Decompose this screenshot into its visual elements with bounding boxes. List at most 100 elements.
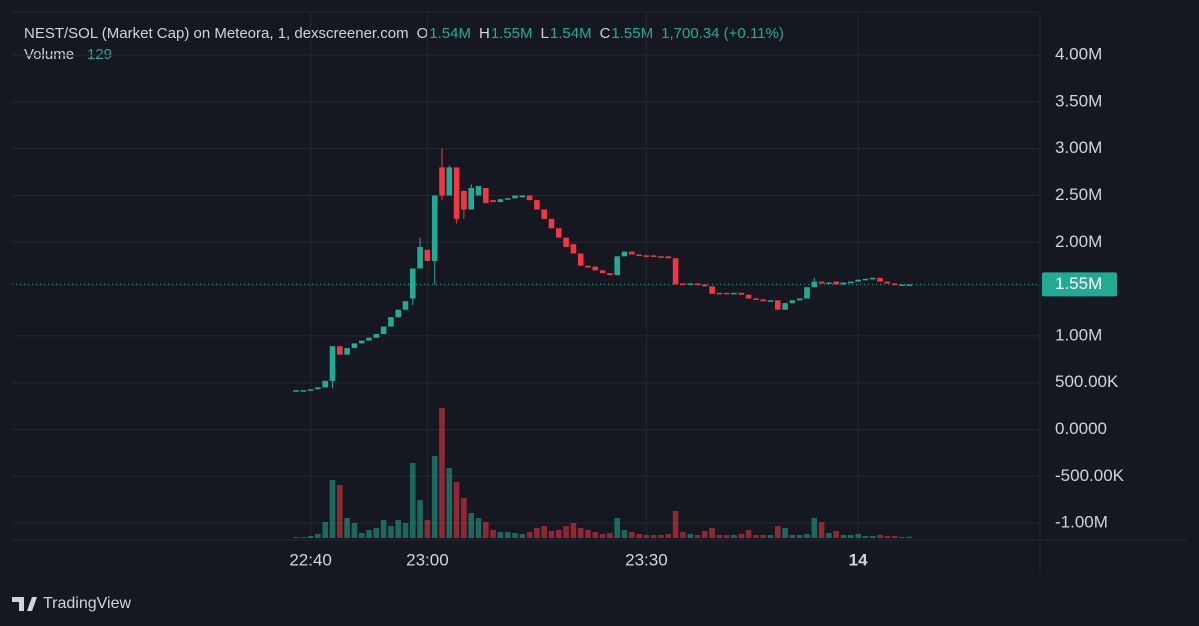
candle-body [877, 277, 883, 282]
candle-body [891, 283, 898, 285]
volume-bar [388, 526, 394, 538]
volume-bar [424, 520, 431, 538]
volume-bar [709, 528, 715, 538]
volume-bar [833, 531, 839, 538]
candle-body [431, 195, 438, 262]
volume-bar [439, 408, 445, 538]
candle-body [760, 299, 766, 302]
candle-body [483, 188, 489, 203]
volume-bar [694, 535, 701, 538]
y-tick-label: 2.50M [1055, 185, 1102, 204]
volume-bar [380, 520, 387, 538]
candle-body [592, 266, 599, 271]
candle-body [373, 334, 380, 338]
volume-bar [461, 498, 467, 538]
candle-body [811, 281, 818, 288]
volume-bar [519, 534, 526, 538]
volume-bar [431, 456, 438, 538]
volume-bar [300, 537, 307, 538]
volume-bar [607, 533, 613, 538]
volume-bar [775, 526, 781, 538]
candle-body [548, 218, 555, 229]
candle-body [753, 298, 759, 300]
candle-body [716, 292, 723, 295]
candle-body [534, 200, 540, 210]
candle-body [848, 281, 854, 284]
candle-body [388, 317, 394, 327]
candle-body [446, 167, 453, 196]
candle-body [658, 256, 664, 258]
candle-body [439, 167, 445, 196]
branding: TradingView [12, 595, 131, 612]
volume-bar [468, 513, 474, 538]
volume-bar [563, 526, 569, 538]
y-tick-label: 3.50M [1055, 91, 1102, 110]
volume-bar [665, 534, 672, 538]
last-price-label: 1.55M [1055, 274, 1102, 293]
candle-body [358, 340, 365, 344]
x-tick-label: 22:40 [289, 550, 332, 569]
branding-text: TradingView [43, 595, 131, 612]
candle-body [869, 277, 876, 280]
candle-body [607, 273, 613, 276]
ohlc-label: H [479, 25, 490, 42]
volume-bar [570, 523, 577, 538]
candle-body [395, 309, 401, 318]
volume-bar [446, 468, 453, 538]
volume-bar [344, 518, 350, 538]
volume-bar [453, 482, 460, 538]
ohlc-value: 1.54M [429, 25, 471, 42]
candle-body [417, 246, 423, 269]
candle-body [818, 281, 825, 284]
volume-bar [687, 534, 693, 538]
volume-bar [504, 532, 511, 538]
volume-bar [315, 534, 321, 538]
volume-bar [906, 536, 912, 538]
candle-body [490, 200, 496, 203]
volume-bar [636, 534, 642, 538]
y-tick-label: -1.00M [1055, 513, 1108, 532]
candle-body [468, 188, 474, 210]
candle-body [614, 256, 620, 276]
volume-bar [497, 532, 504, 538]
volume-bar [556, 530, 562, 538]
volume-bar [848, 535, 854, 538]
volume-bar [417, 500, 423, 538]
volume-value: 129 [87, 46, 112, 63]
volume-bar [643, 535, 650, 538]
candle-body [906, 284, 912, 286]
volume-bar [811, 518, 818, 538]
volume-bar [599, 534, 606, 538]
volume-bar [322, 522, 328, 538]
volume-bar [760, 535, 766, 538]
logo-icon [12, 597, 37, 611]
candle-body [497, 199, 504, 203]
volume-bar [373, 528, 380, 538]
candle-body [723, 292, 730, 295]
candle-body [519, 195, 526, 198]
volume-bar [548, 531, 555, 538]
candle-body [687, 283, 693, 285]
volume-bar [402, 523, 409, 538]
candle-body [599, 270, 606, 274]
volume-bar [658, 535, 664, 538]
candle-body [402, 301, 409, 310]
candle-body [775, 300, 781, 310]
volume-bar [840, 535, 847, 538]
volume-bar [577, 528, 584, 538]
candle-body [702, 284, 708, 287]
candle-body [300, 390, 307, 392]
candle-body [862, 278, 869, 281]
candle-body [461, 190, 467, 210]
candle-body [541, 209, 547, 219]
volume-bar [534, 528, 540, 538]
volume-bar [351, 523, 358, 538]
candle-body [680, 283, 686, 285]
candle-body [526, 195, 533, 201]
volume-bar [293, 537, 299, 538]
volume-bar [410, 463, 416, 538]
x-tick-label: 23:00 [406, 550, 449, 569]
volume-bar [307, 536, 314, 538]
candle-body [293, 390, 299, 392]
y-tick-label: 0.0000 [1055, 419, 1107, 438]
